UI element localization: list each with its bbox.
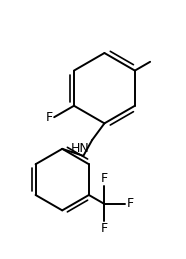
Text: F: F (45, 111, 52, 124)
Text: F: F (101, 172, 108, 185)
Text: HN: HN (71, 142, 89, 155)
Text: F: F (127, 197, 134, 210)
Text: F: F (101, 222, 108, 235)
